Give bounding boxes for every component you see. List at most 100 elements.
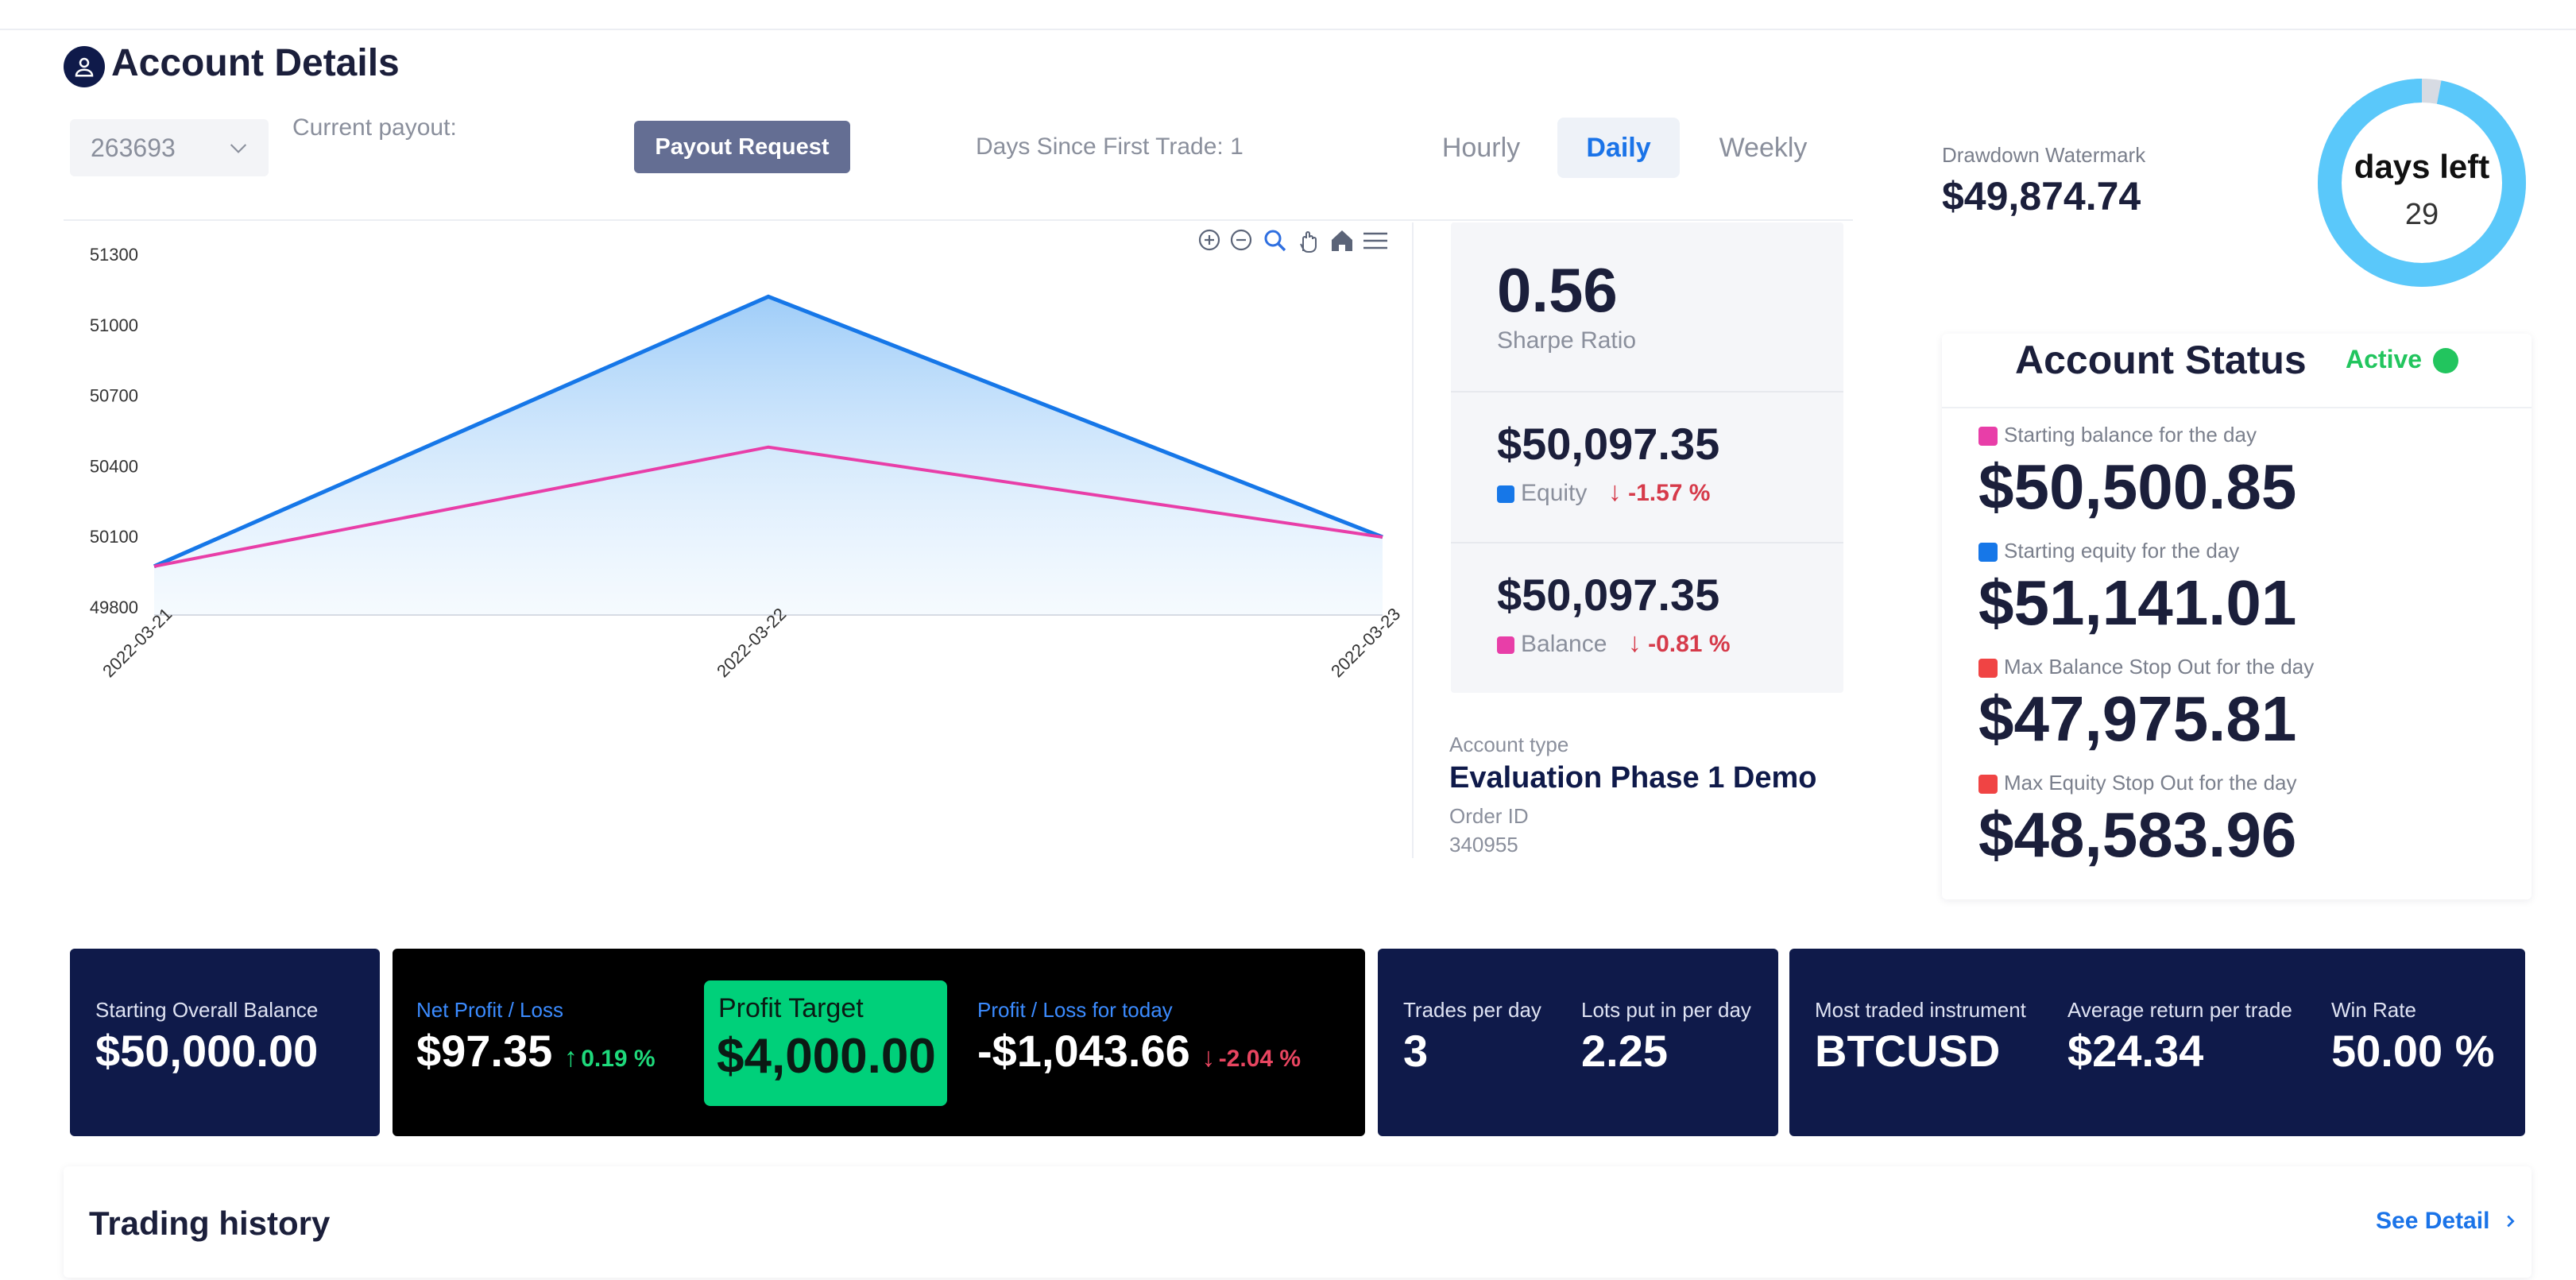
see-detail-label: See Detail [2376, 1208, 2490, 1234]
trades-per-day-label: Trades per day [1403, 998, 1541, 1022]
equity-change: -1.57 % [1628, 480, 1711, 506]
account-type-value: Evaluation Phase 1 Demo [1449, 761, 1817, 795]
account-status-card [1942, 334, 2532, 899]
color-swatch [1978, 659, 1998, 679]
payout-request-button[interactable]: Payout Request [634, 121, 850, 173]
chevron-right-icon [2507, 1215, 2515, 1228]
status-dot-icon [2433, 348, 2458, 373]
status-line-label: Starting equity for the day [2004, 539, 2240, 563]
chart-toolbar [1198, 229, 1387, 253]
trades-tile: Trades per day 3 Lots put in per day 2.2… [1378, 949, 1778, 1136]
header-divider [64, 219, 1853, 221]
drawdown-watermark-value: $49,874.74 [1942, 174, 2141, 218]
net-profit-group: $97.35 ↑ 0.19 % [416, 1025, 656, 1077]
equity-line [153, 294, 1383, 569]
down-arrow-icon: ↓ [1627, 628, 1642, 658]
tile-label: Starting Overall Balance [95, 998, 319, 1022]
equity-area [154, 296, 1383, 615]
order-id-value: 340955 [1449, 833, 1518, 857]
menu-icon[interactable] [1363, 232, 1387, 249]
avg-return-value: $24.34 [2067, 1026, 2204, 1076]
chart-divider [1412, 222, 1414, 858]
trading-history-title: Trading history [89, 1205, 331, 1242]
lots-per-day-label: Lots put in per day [1581, 998, 1751, 1022]
instrument-tile: Most traded instrument BTCUSD Average re… [1789, 949, 2525, 1136]
profit-target-label: Profit Target [718, 993, 864, 1023]
y-tick-label: 50400 [90, 456, 138, 476]
balance-color-swatch [1497, 636, 1514, 655]
pl-today-group: -$1,043.66 ↓ -2.04 % [977, 1025, 1301, 1077]
chevron-down-icon [230, 144, 247, 153]
status-divider [1942, 407, 2532, 408]
trades-per-day-value: 3 [1403, 1026, 1429, 1076]
color-swatch [1978, 775, 1998, 795]
stats-divider [1451, 391, 1843, 393]
net-profit-value: $97.35 [416, 1026, 553, 1076]
zoom-out-icon[interactable] [1230, 229, 1252, 251]
avg-return-label: Average return per trade [2067, 998, 2292, 1022]
equity-value: $50,097.35 [1497, 419, 1720, 469]
net-profit-change: 0.19 % [581, 1046, 656, 1072]
account-type-label: Account type [1449, 733, 1569, 756]
win-rate-value: 50.00 % [2331, 1026, 2495, 1076]
account-icon [64, 46, 105, 87]
days-left-ring: days left 29 [2318, 79, 2526, 287]
starting-overall-balance-tile: Starting Overall Balance $50,000.00 [70, 949, 380, 1136]
order-id-label: Order ID [1449, 804, 1529, 828]
tile-value: $50,000.00 [95, 1026, 319, 1076]
tab-hourly[interactable]: Hourly [1441, 132, 1521, 163]
color-swatch [1978, 543, 1998, 563]
page-title: Account Details [111, 42, 400, 84]
magnifier-icon[interactable] [1264, 230, 1286, 252]
tab-daily[interactable]: Daily [1557, 118, 1680, 178]
status-badge: Active [2346, 345, 2423, 373]
most-traded-value: BTCUSD [1815, 1026, 2001, 1076]
y-tick-label: 51000 [90, 315, 138, 335]
lots-per-day-value: 2.25 [1581, 1026, 1668, 1076]
days-left-ring-fill [2318, 79, 2526, 287]
zoom-in-icon[interactable] [1198, 229, 1220, 251]
status-line-label: Max Equity Stop Out for the day [2004, 771, 2297, 795]
trading-history-card [64, 1166, 2532, 1278]
sharpe-ratio-value: 0.56 [1497, 255, 1618, 325]
equity-legend: Equity ↓ -1.57 % [1497, 477, 1710, 508]
status-line: Starting equity for the day $51,141.01 [1978, 539, 2296, 640]
pl-today-label: Profit / Loss for today [977, 998, 1173, 1022]
balance-value: $50,097.35 [1497, 570, 1720, 620]
current-payout-label: Current payout: [292, 114, 457, 141]
status-line-value: $48,583.96 [1978, 799, 2297, 870]
days-left-label: days left [2354, 148, 2489, 185]
equity-color-swatch [1497, 485, 1514, 504]
most-traded-label: Most traded instrument [1815, 998, 2026, 1022]
tab-weekly[interactable]: Weekly [1719, 132, 1808, 163]
profit-target-box: Profit Target $4,000.00 [704, 980, 947, 1106]
status-line: Max Balance Stop Out for the day $47,975… [1978, 655, 2314, 756]
y-tick-label: 50700 [90, 386, 138, 406]
y-tick-label: 50100 [90, 527, 138, 547]
status-line: Starting balance for the day $50,500.85 [1978, 423, 2296, 524]
y-tick-label: 51300 [90, 245, 138, 265]
down-arrow-icon: ↓ [1607, 477, 1622, 507]
days-left-value: 29 [2405, 198, 2439, 231]
top-divider [0, 29, 2576, 30]
pl-today-value: -$1,043.66 [977, 1026, 1190, 1076]
down-arrow-icon: ↓ [1201, 1042, 1216, 1073]
net-profit-label: Net Profit / Loss [416, 998, 563, 1022]
status-line-value: $50,500.85 [1978, 451, 2297, 522]
days-since-first-trade: Days Since First Trade: 1 [976, 133, 1244, 160]
balance-line [153, 445, 1383, 568]
account-select-value: 263693 [91, 133, 176, 162]
equity-label: Equity [1521, 480, 1588, 506]
status-line-value: $47,975.81 [1978, 683, 2297, 754]
sharpe-ratio-label: Sharpe Ratio [1497, 327, 1637, 354]
y-axis: 49800 50100 50400 50700 51000 51300 [90, 245, 138, 617]
balance-change: -0.81 % [1648, 631, 1731, 657]
pl-today-change: -2.04 % [1218, 1046, 1302, 1072]
see-detail-link[interactable]: See Detail [2376, 1208, 2519, 1235]
home-icon[interactable] [1332, 230, 1352, 251]
balance-label: Balance [1521, 631, 1607, 657]
account-select[interactable]: 263693 [70, 119, 269, 176]
win-rate-label: Win Rate [2331, 998, 2416, 1022]
pan-hand-icon[interactable] [1300, 231, 1317, 253]
